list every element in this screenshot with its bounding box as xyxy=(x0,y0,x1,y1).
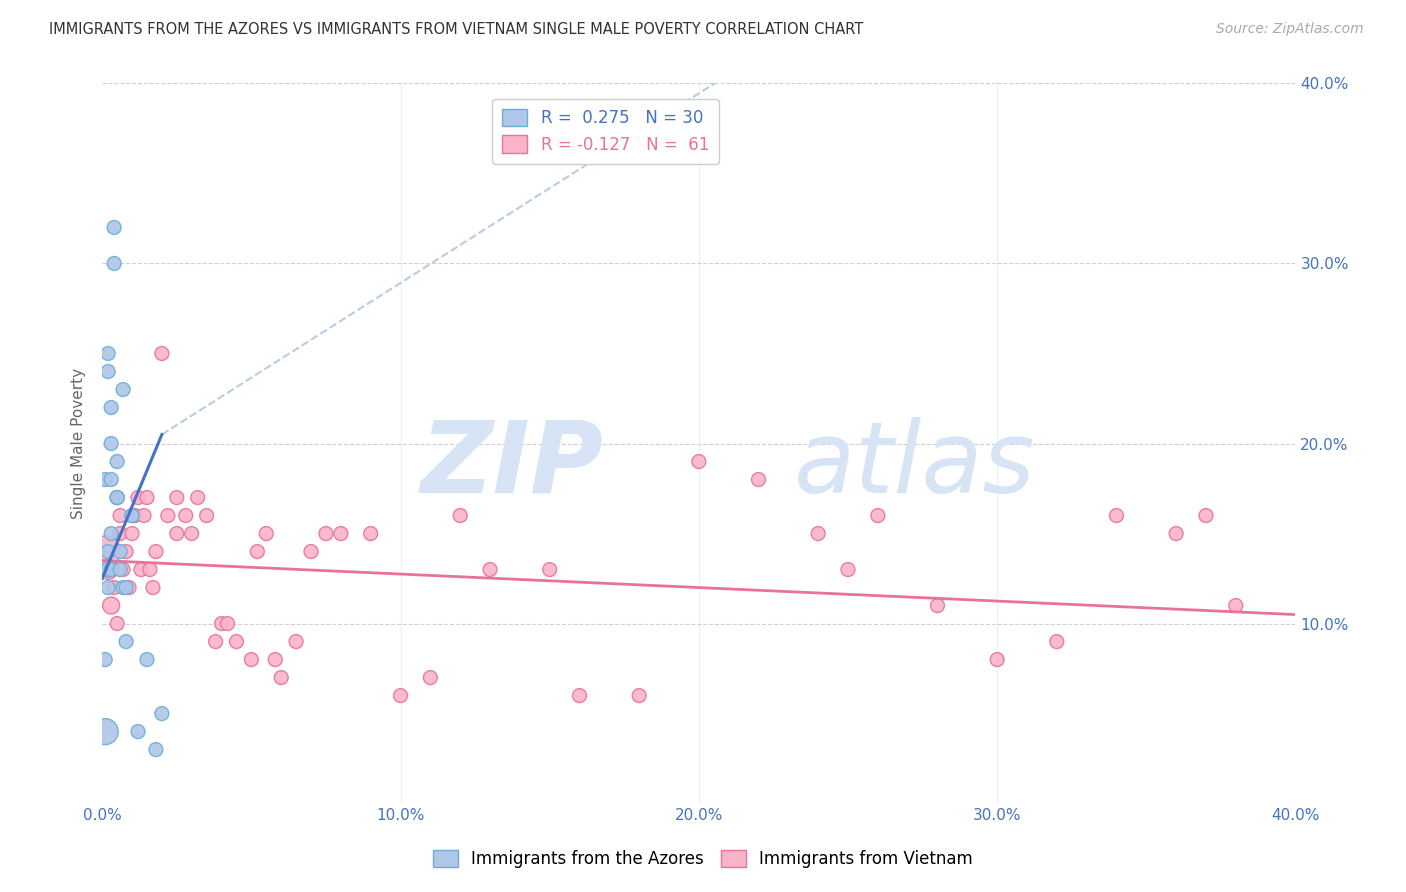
Point xyxy=(103,256,125,270)
Point xyxy=(142,581,165,595)
Point xyxy=(747,473,769,487)
Point xyxy=(94,724,117,739)
Point xyxy=(103,220,125,235)
Point xyxy=(105,616,128,631)
Point xyxy=(97,563,120,577)
Point xyxy=(115,634,138,648)
Point xyxy=(108,544,131,558)
Point xyxy=(204,634,226,648)
Point xyxy=(100,401,122,415)
Point xyxy=(315,526,337,541)
Point xyxy=(1046,634,1069,648)
Point xyxy=(837,563,859,577)
Point xyxy=(112,383,135,397)
Point xyxy=(150,346,173,360)
Point xyxy=(1195,508,1218,523)
Point xyxy=(115,581,138,595)
Point xyxy=(156,508,179,523)
Point xyxy=(211,616,233,631)
Text: Source: ZipAtlas.com: Source: ZipAtlas.com xyxy=(1216,22,1364,37)
Point xyxy=(100,526,122,541)
Point xyxy=(285,634,308,648)
Point xyxy=(538,563,561,577)
Point xyxy=(105,491,128,505)
Point xyxy=(1166,526,1188,541)
Point xyxy=(986,652,1008,666)
Point xyxy=(127,724,149,739)
Point xyxy=(927,599,949,613)
Point xyxy=(628,689,651,703)
Text: ZIP: ZIP xyxy=(420,417,603,514)
Point xyxy=(1105,508,1128,523)
Point xyxy=(108,508,131,523)
Point xyxy=(166,526,188,541)
Point xyxy=(127,491,149,505)
Point xyxy=(1225,599,1247,613)
Point xyxy=(360,526,382,541)
Point xyxy=(115,544,138,558)
Point xyxy=(150,706,173,721)
Point xyxy=(105,491,128,505)
Point xyxy=(568,689,591,703)
Point xyxy=(121,526,143,541)
Point xyxy=(389,689,412,703)
Point xyxy=(124,508,146,523)
Point xyxy=(449,508,471,523)
Point xyxy=(180,526,202,541)
Point xyxy=(112,581,135,595)
Text: IMMIGRANTS FROM THE AZORES VS IMMIGRANTS FROM VIETNAM SINGLE MALE POVERTY CORREL: IMMIGRANTS FROM THE AZORES VS IMMIGRANTS… xyxy=(49,22,863,37)
Point xyxy=(105,491,128,505)
Point xyxy=(139,563,162,577)
Point xyxy=(479,563,502,577)
Point xyxy=(688,454,710,468)
Point xyxy=(97,346,120,360)
Point xyxy=(105,454,128,468)
Point xyxy=(103,581,125,595)
Y-axis label: Single Male Poverty: Single Male Poverty xyxy=(72,368,86,519)
Point xyxy=(419,671,441,685)
Point xyxy=(94,473,117,487)
Point xyxy=(866,508,889,523)
Point xyxy=(329,526,352,541)
Point xyxy=(145,742,167,756)
Legend: R =  0.275   N = 30, R = -0.127   N =  61: R = 0.275 N = 30, R = -0.127 N = 61 xyxy=(492,99,718,163)
Point xyxy=(100,436,122,450)
Point xyxy=(108,563,131,577)
Point xyxy=(121,508,143,523)
Point xyxy=(129,563,152,577)
Point xyxy=(187,491,209,505)
Point xyxy=(94,652,117,666)
Point xyxy=(264,652,287,666)
Point xyxy=(225,634,247,648)
Point xyxy=(97,364,120,378)
Point xyxy=(270,671,292,685)
Text: atlas: atlas xyxy=(794,417,1036,514)
Point xyxy=(121,508,143,523)
Point xyxy=(97,563,120,577)
Point xyxy=(118,581,141,595)
Point xyxy=(97,581,120,595)
Point xyxy=(807,526,830,541)
Point xyxy=(132,508,155,523)
Point xyxy=(299,544,322,558)
Point xyxy=(145,544,167,558)
Point xyxy=(254,526,277,541)
Point xyxy=(136,652,159,666)
Legend: Immigrants from the Azores, Immigrants from Vietnam: Immigrants from the Azores, Immigrants f… xyxy=(426,843,980,875)
Point xyxy=(100,473,122,487)
Point xyxy=(97,544,120,558)
Point xyxy=(136,491,159,505)
Point xyxy=(100,563,122,577)
Point xyxy=(246,544,269,558)
Point xyxy=(174,508,197,523)
Point xyxy=(108,526,131,541)
Point xyxy=(112,563,135,577)
Point xyxy=(100,599,122,613)
Point xyxy=(240,652,263,666)
Point xyxy=(166,491,188,505)
Point xyxy=(195,508,218,523)
Point xyxy=(217,616,239,631)
Point xyxy=(94,544,117,558)
